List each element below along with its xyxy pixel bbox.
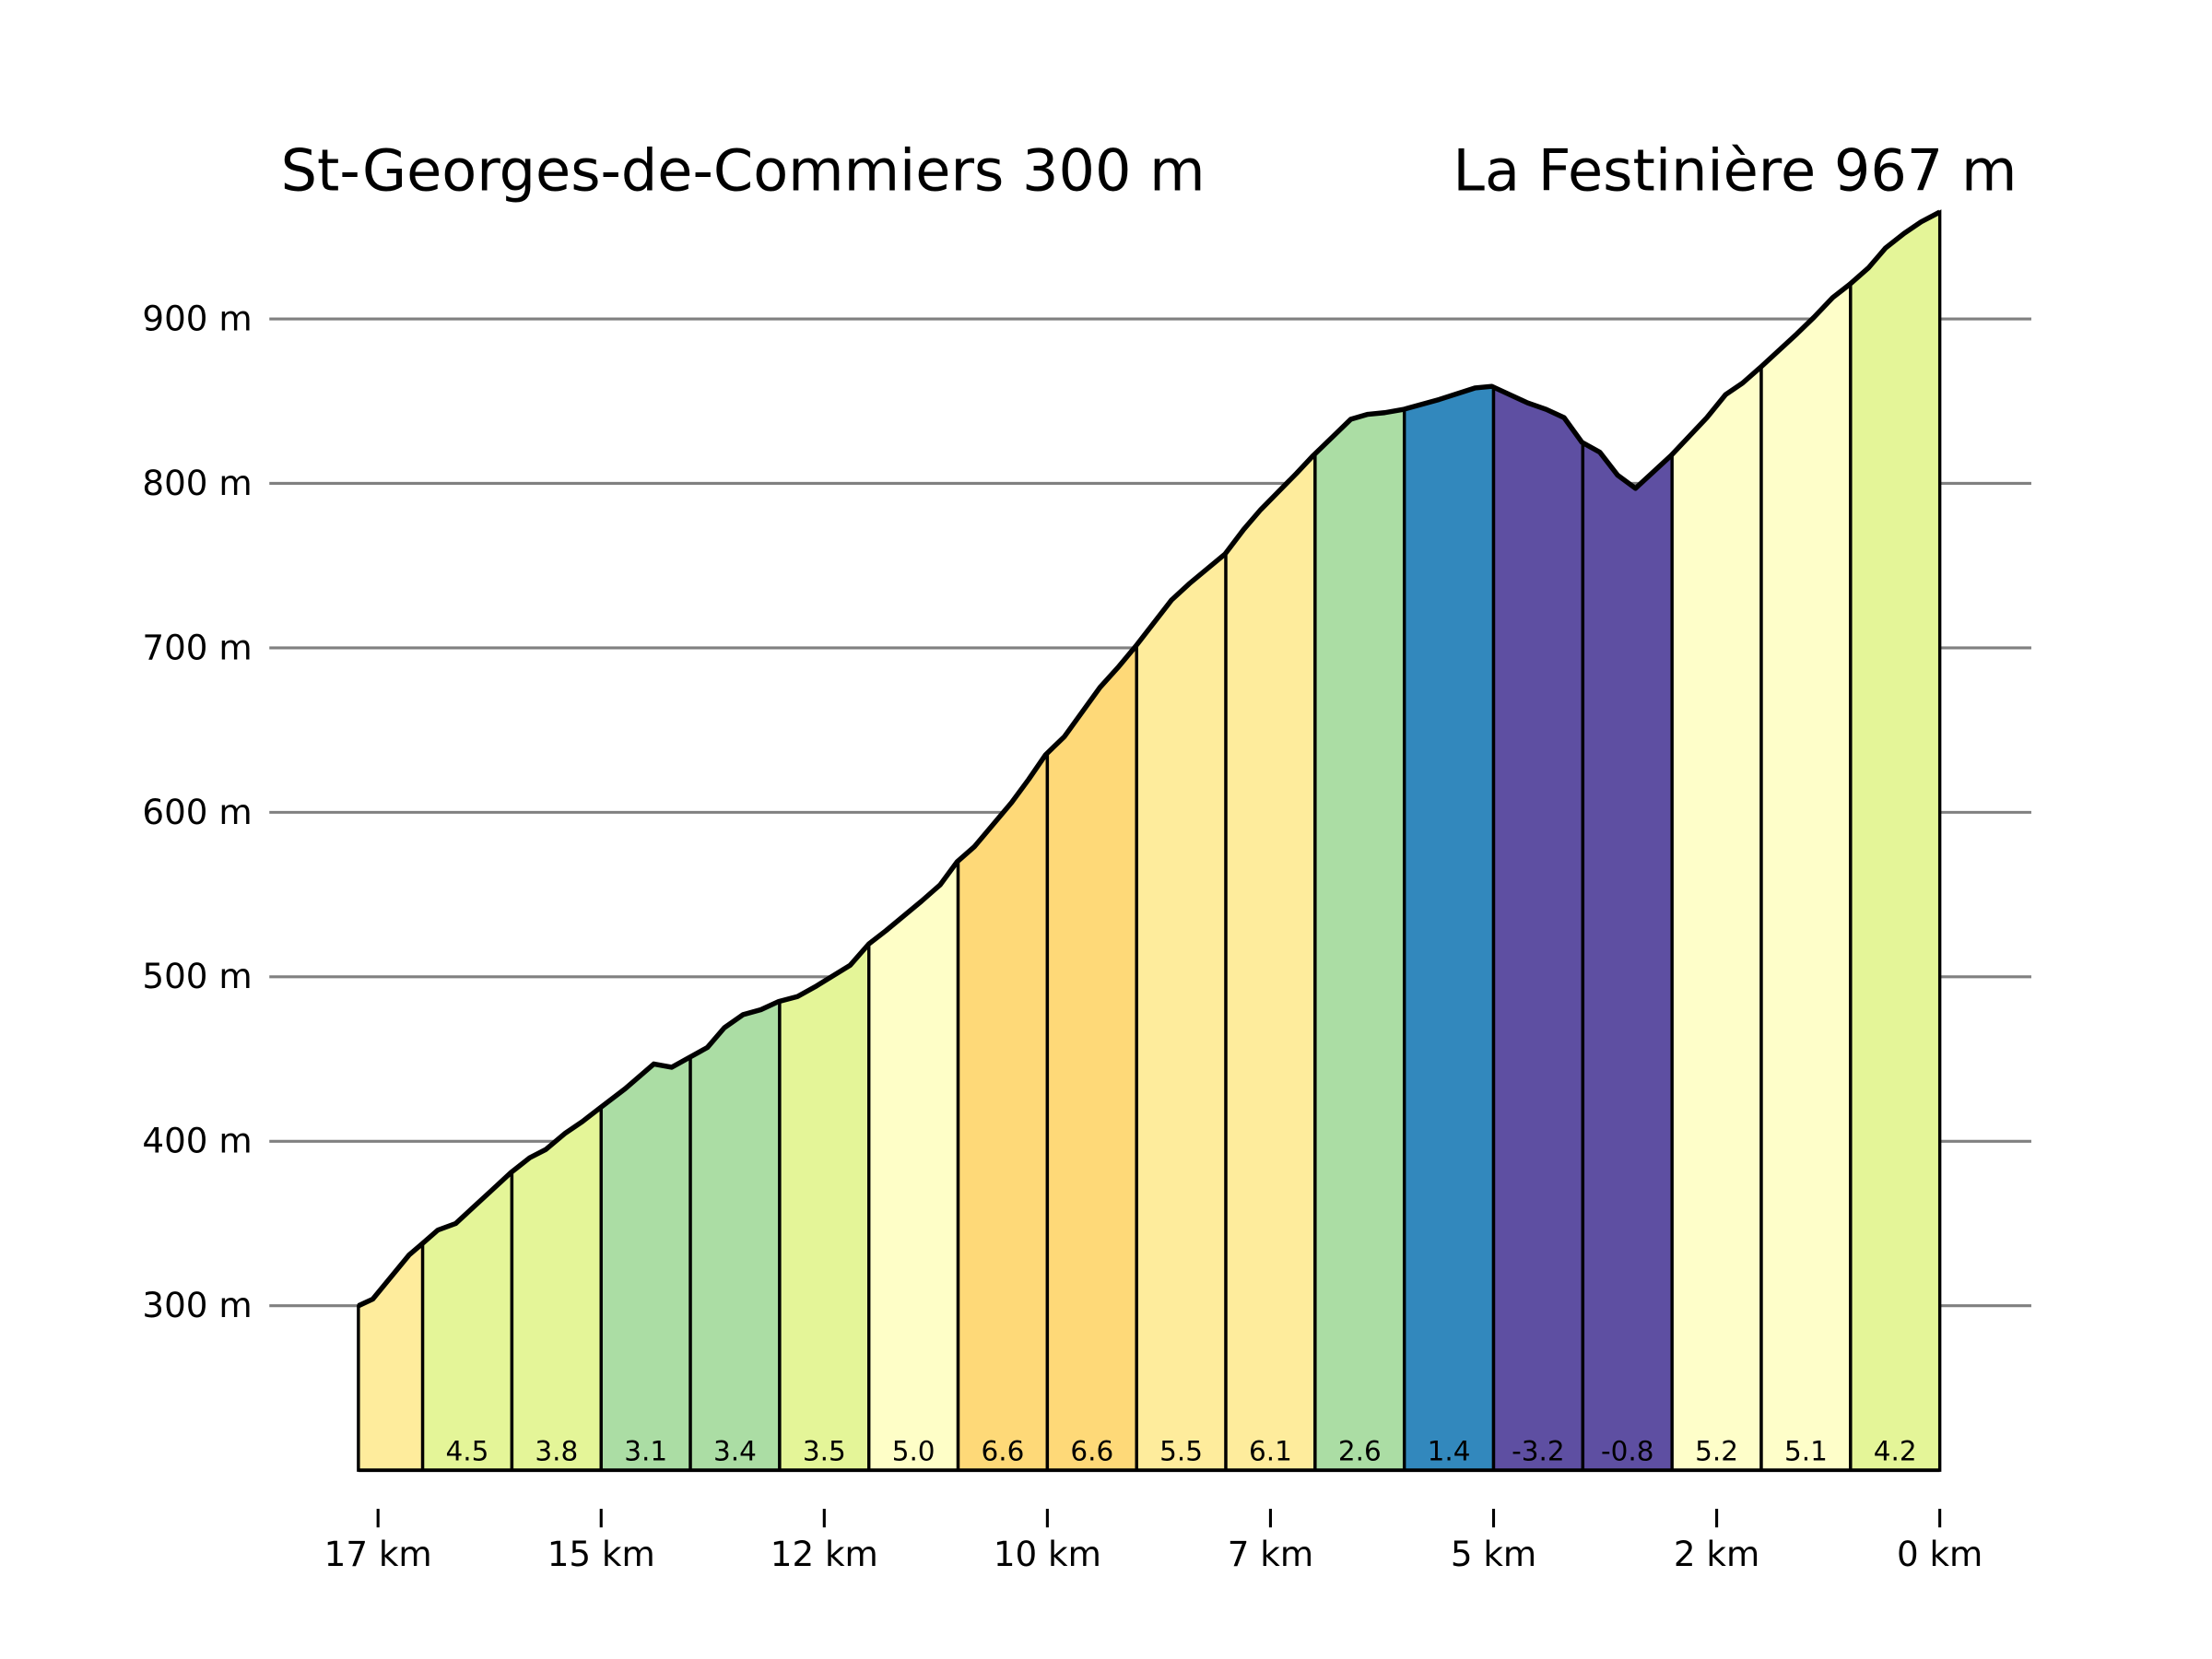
gradient-segment [1313,406,1406,1472]
y-tick-label: 900 m [142,298,252,338]
segment-gradient-label: -3.2 [1512,1435,1565,1466]
gradient-segment [1045,640,1138,1472]
segment-gradient-label: -0.8 [1601,1435,1653,1466]
segment-gradient-label: 3.4 [713,1435,757,1466]
x-tick-label: 10 km [994,1534,1101,1574]
gradient-segment [1491,384,1585,1472]
x-tick-label: 17 km [324,1534,432,1574]
segment-gradient-label: 1.4 [1428,1435,1471,1466]
y-tick-label: 600 m [142,792,252,832]
segment-gradient-label: 4.5 [446,1435,489,1466]
segment-gradient-label: 6.1 [1249,1435,1292,1466]
y-tick-label: 500 m [142,956,252,996]
segment-gradient-label: 5.0 [892,1435,935,1466]
segment-gradient-label: 3.8 [535,1435,578,1466]
gradient-segment [420,1168,514,1472]
segment-gradient-label: 6.6 [982,1435,1025,1466]
x-tick-label: 5 km [1451,1534,1536,1574]
gradient-segment [778,939,871,1472]
gradient-segments: 4.5 3.8 3.1 3.4 3.5 5.0 6.6 6.6 5.5 6.1 2.6 1.4 -3.2… [357,209,1942,1473]
y-tick-label: 300 m [142,1285,252,1325]
segment-gradient-label: 5.2 [1695,1435,1738,1466]
x-tick-label: 2 km [1674,1534,1759,1574]
gradient-segment [688,999,782,1472]
segment-gradient-label: 6.6 [1070,1435,1113,1466]
x-tick-label: 7 km [1228,1534,1313,1574]
x-tick-label: 0 km [1897,1534,1983,1574]
title-start: St-Georges-de-Commiers 300 m [281,136,1206,204]
y-tick-label: 800 m [142,463,252,503]
gradient-segment [1759,279,1853,1472]
segment-gradient-label: 3.5 [803,1435,846,1466]
gradient-segment [867,857,960,1472]
gradient-segment [1849,209,1942,1472]
gradient-segment [1581,440,1674,1472]
profile-line [357,209,1941,1309]
segment-gradient-label: 4.2 [1874,1435,1917,1466]
gradient-segment [956,749,1050,1472]
x-axis: 17 km 15 km 12 km 10 km 7 km 5 km 2 km 0 km [324,1509,1983,1574]
gradient-segment [1224,450,1317,1472]
y-tick-label: 700 m [142,627,252,667]
x-tick-label: 12 km [771,1534,878,1574]
segment-gradient-label: 5.1 [1784,1435,1828,1466]
gradient-segment [1402,384,1496,1472]
x-tick-label: 15 km [547,1534,655,1574]
title-end: La Festinière 967 m [1453,136,2017,204]
segment-gradient-label: 2.6 [1338,1435,1382,1466]
gradient-segment [1135,547,1228,1472]
y-tick-label: 400 m [142,1121,252,1161]
gradient-segment [1670,363,1763,1472]
segment-gradient-label: 3.1 [624,1435,667,1466]
segment-gradient-label: 5.5 [1159,1435,1203,1466]
gradient-segment [599,1053,692,1472]
